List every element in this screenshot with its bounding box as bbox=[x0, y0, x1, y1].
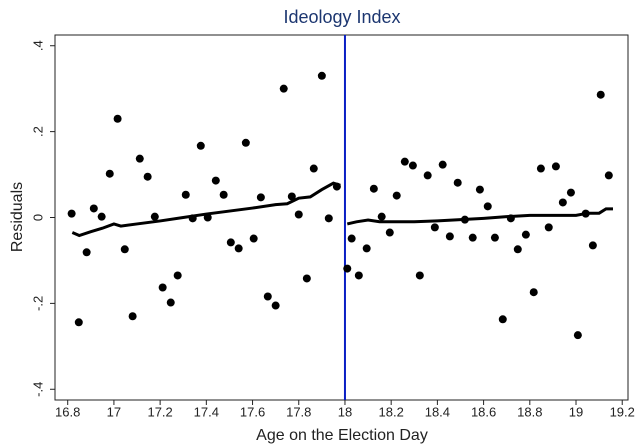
point bbox=[588, 241, 597, 250]
point bbox=[241, 138, 250, 147]
point bbox=[181, 190, 190, 199]
point bbox=[173, 271, 182, 280]
point bbox=[317, 71, 326, 80]
point bbox=[271, 301, 280, 310]
point bbox=[234, 244, 243, 253]
point bbox=[573, 331, 582, 340]
point bbox=[475, 185, 484, 194]
point bbox=[529, 288, 538, 297]
point bbox=[566, 188, 575, 197]
point bbox=[558, 198, 567, 207]
y-tick-label: .2 bbox=[30, 126, 45, 137]
fit-line bbox=[71, 181, 341, 238]
point bbox=[279, 84, 288, 93]
point bbox=[392, 191, 401, 200]
x-tick-label: 17.6 bbox=[240, 404, 265, 419]
point bbox=[521, 230, 530, 239]
fit-line bbox=[346, 207, 613, 226]
point bbox=[287, 192, 296, 201]
point bbox=[82, 248, 91, 257]
x-tick-label: 19 bbox=[569, 404, 583, 419]
x-tick-label: 16.8 bbox=[55, 404, 80, 419]
point bbox=[408, 161, 417, 170]
point bbox=[513, 245, 522, 254]
point bbox=[256, 193, 265, 202]
point bbox=[166, 298, 175, 307]
point bbox=[445, 232, 454, 241]
point bbox=[343, 264, 352, 273]
point bbox=[196, 141, 205, 150]
point bbox=[362, 244, 371, 253]
y-tick-label: .4 bbox=[30, 40, 45, 51]
plot-frame bbox=[54, 34, 629, 401]
point bbox=[536, 164, 545, 173]
point bbox=[67, 209, 76, 218]
point bbox=[551, 162, 560, 171]
x-tick-label: 18.4 bbox=[425, 404, 450, 419]
y-tick-label: -.2 bbox=[30, 296, 45, 311]
x-tick-label: 18.6 bbox=[471, 404, 496, 419]
point bbox=[249, 234, 258, 243]
x-tick-label: 18 bbox=[338, 404, 352, 419]
x-axis-title: Age on the Election Day bbox=[256, 427, 428, 444]
point bbox=[354, 271, 363, 280]
point bbox=[309, 164, 318, 173]
point bbox=[490, 233, 499, 242]
x-tick-label: 17.4 bbox=[194, 404, 219, 419]
x-tick-label: 19.2 bbox=[610, 404, 635, 419]
point bbox=[120, 245, 129, 254]
point bbox=[468, 233, 477, 242]
point bbox=[544, 223, 553, 232]
point bbox=[113, 114, 122, 123]
point bbox=[604, 171, 613, 180]
point bbox=[135, 154, 144, 163]
point bbox=[415, 271, 424, 280]
point bbox=[324, 214, 333, 223]
point bbox=[143, 172, 152, 181]
point bbox=[294, 210, 303, 219]
point bbox=[498, 315, 507, 324]
x-tick-label: 17.8 bbox=[286, 404, 311, 419]
point bbox=[400, 157, 409, 166]
point bbox=[377, 212, 386, 221]
point bbox=[150, 212, 159, 221]
point bbox=[385, 228, 394, 237]
point bbox=[430, 223, 439, 232]
x-tick-label: 17 bbox=[107, 404, 121, 419]
y-axis-title: Residuals bbox=[9, 182, 26, 252]
point bbox=[453, 178, 462, 187]
point bbox=[226, 238, 235, 247]
x-tick-label: 18.8 bbox=[517, 404, 542, 419]
point bbox=[369, 184, 378, 193]
point bbox=[158, 283, 167, 292]
y-tick-label: -.4 bbox=[30, 382, 45, 397]
point bbox=[596, 90, 605, 99]
chart-title: Ideology Index bbox=[283, 7, 400, 27]
point bbox=[97, 212, 106, 221]
point bbox=[211, 176, 220, 185]
point bbox=[128, 312, 137, 321]
point bbox=[89, 204, 98, 213]
point bbox=[438, 160, 447, 169]
x-tick-label: 18.2 bbox=[379, 404, 404, 419]
point bbox=[483, 202, 492, 211]
point bbox=[423, 171, 432, 180]
point bbox=[263, 292, 272, 301]
x-tick-label: 17.2 bbox=[147, 404, 172, 419]
point bbox=[219, 190, 228, 199]
point bbox=[347, 234, 356, 243]
point bbox=[74, 318, 83, 327]
y-tick-label: 0 bbox=[30, 214, 45, 221]
point bbox=[302, 274, 311, 283]
point bbox=[105, 169, 114, 178]
